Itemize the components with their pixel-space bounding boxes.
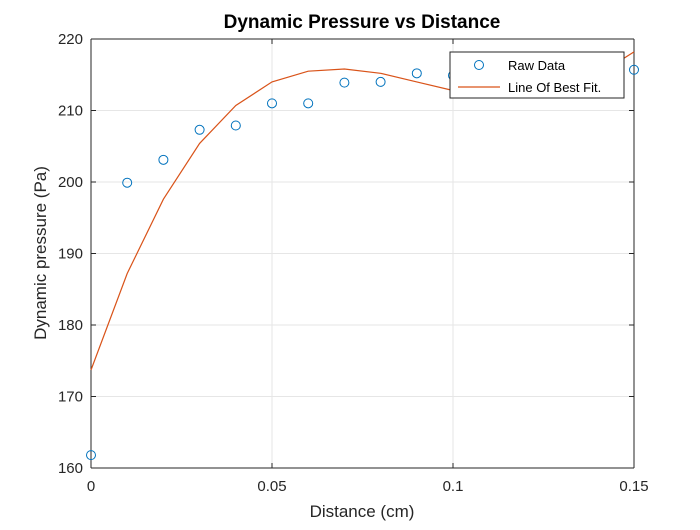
legend-marker-swatch xyxy=(474,60,484,70)
raw-data-point xyxy=(267,98,277,109)
legend-label: Line Of Best Fit. xyxy=(508,80,601,95)
x-tick-label: 0.05 xyxy=(257,478,286,495)
x-tick-label: 0 xyxy=(87,478,95,495)
y-tick-label: 220 xyxy=(58,31,83,48)
legend: Raw Data Line Of Best Fit. xyxy=(449,51,625,99)
x-axis-label: Distance (cm) xyxy=(310,502,415,521)
x-tick-label: 0.15 xyxy=(619,478,648,495)
raw-data-point xyxy=(303,98,314,109)
raw-data-point xyxy=(629,64,639,75)
y-axis-label: Dynamic pressure (Pa) xyxy=(31,166,50,340)
y-tick-label: 210 xyxy=(58,103,83,120)
axes-layer: 0 0.05 0.1 0.15 160 170 180 190 200 210 220 xyxy=(58,31,649,495)
raw-data-point xyxy=(122,177,133,188)
raw-data-point xyxy=(339,77,350,88)
raw-data-point xyxy=(230,120,241,131)
legend-box xyxy=(449,51,625,99)
y-tick-label: 160 xyxy=(58,460,83,477)
legend-label: Raw Data xyxy=(508,58,566,73)
y-tick-label: 180 xyxy=(58,317,83,334)
raw-data-point xyxy=(194,124,205,135)
raw-data-point xyxy=(411,68,422,79)
raw-data-point xyxy=(86,450,96,461)
y-tick-label: 200 xyxy=(58,174,83,191)
raw-data-point xyxy=(375,76,386,87)
y-tick-label: 190 xyxy=(58,246,83,263)
chart-title: Dynamic Pressure vs Distance xyxy=(224,12,501,33)
y-tick-label: 170 xyxy=(58,389,83,406)
raw-data-point xyxy=(158,154,169,165)
x-tick-label: 0.1 xyxy=(443,478,464,495)
